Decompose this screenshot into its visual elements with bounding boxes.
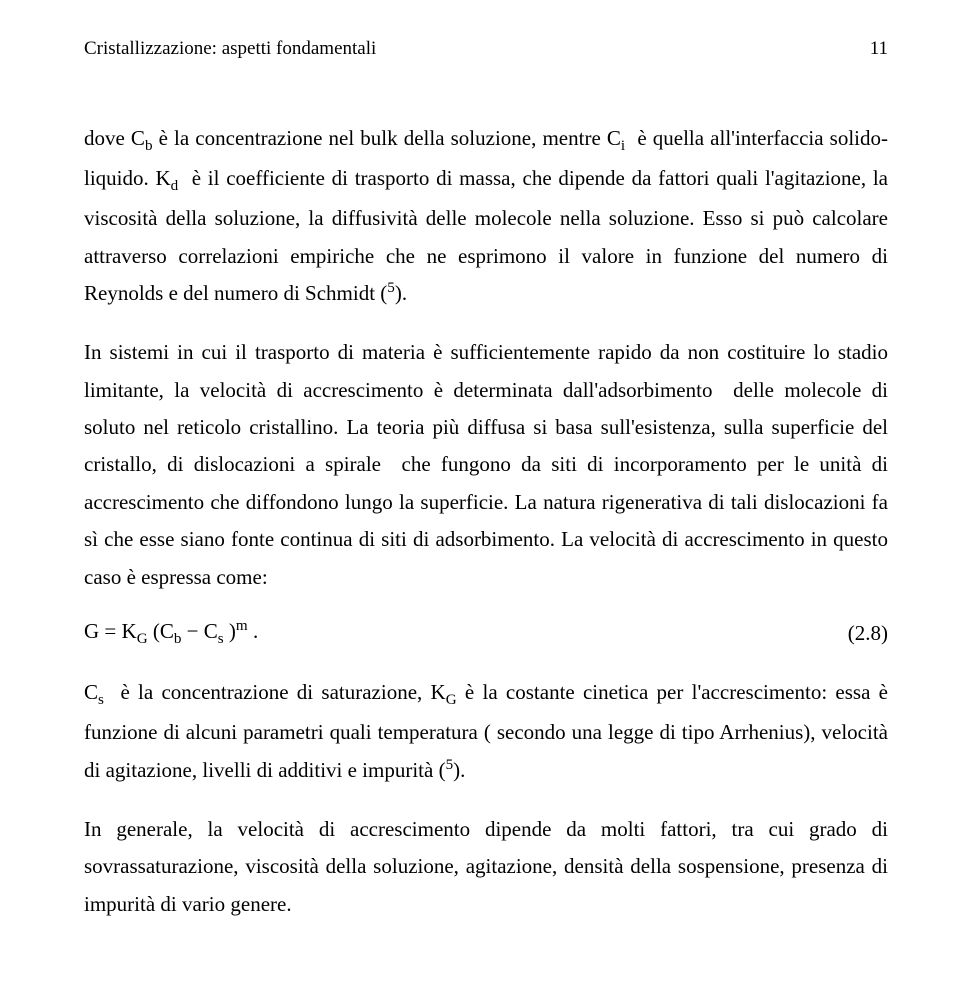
paragraph-3: Cs è la concentrazione di saturazione, K…: [84, 674, 888, 789]
page-number: 11: [870, 38, 888, 60]
paragraph-1: dove Cb è la concentrazione nel bulk del…: [84, 120, 888, 312]
paragraph-2: In sistemi in cui il trasporto di materi…: [84, 334, 888, 596]
equation-row: G = KG (Cb − Cs )m . (2.8): [84, 618, 888, 648]
equation-number: (2.8): [848, 621, 888, 646]
running-header: Cristallizzazione: aspetti fondamentali …: [84, 38, 888, 60]
equation-formula: G = KG (Cb − Cs )m .: [84, 618, 258, 648]
document-page: Cristallizzazione: aspetti fondamentali …: [0, 0, 960, 985]
paragraph-4: In generale, la velocità di accresciment…: [84, 811, 888, 923]
header-title: Cristallizzazione: aspetti fondamentali: [84, 38, 376, 60]
